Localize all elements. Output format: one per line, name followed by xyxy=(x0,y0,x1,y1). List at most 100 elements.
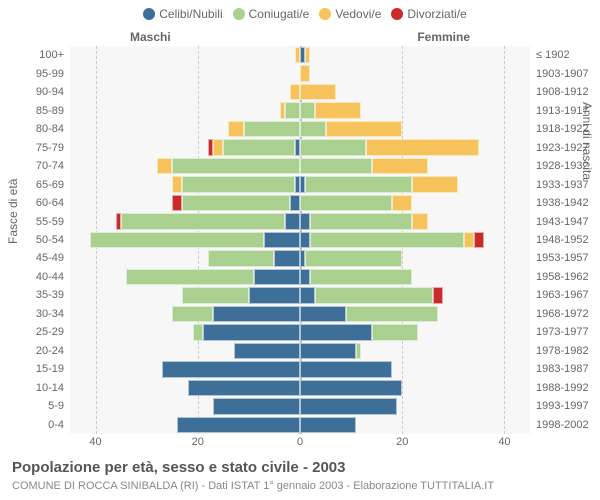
bar-segment-female xyxy=(433,287,443,303)
age-label: 45-49 xyxy=(0,252,64,264)
bar-segment-female xyxy=(300,343,356,359)
bar-segment-male xyxy=(172,195,182,211)
pyramid-row xyxy=(70,175,530,193)
pyramid-row xyxy=(70,83,530,101)
chart-subtitle: COMUNE DI ROCCA SINIBALDA (RI) - Dati IS… xyxy=(12,480,494,492)
legend: Celibi/NubiliConiugati/eVedovi/eDivorzia… xyxy=(0,6,600,21)
birth-year-label: 1953-1957 xyxy=(536,252,600,264)
bar-segment-female xyxy=(412,213,427,229)
legend-label: Celibi/Nubili xyxy=(159,7,222,21)
bar-segment-male xyxy=(234,343,300,359)
bar-segment-female xyxy=(315,102,361,118)
bar-segment-female xyxy=(474,232,484,248)
pyramid-row xyxy=(70,101,530,119)
pyramid-chart xyxy=(70,46,530,434)
bar-segment-female xyxy=(305,176,412,192)
pyramid-row xyxy=(70,286,530,304)
bar-segment-male xyxy=(228,121,243,137)
legend-label: Vedovi/e xyxy=(335,7,381,21)
pyramid-row xyxy=(70,305,530,323)
age-label: 60-64 xyxy=(0,197,64,209)
legend-swatch xyxy=(233,8,245,20)
bar-segment-female xyxy=(300,139,366,155)
bar-segment-female xyxy=(300,102,315,118)
pyramid-row xyxy=(70,249,530,267)
bar-segment-female xyxy=(305,250,402,266)
legend-swatch xyxy=(143,8,155,20)
age-label: 55-59 xyxy=(0,216,64,228)
birth-year-label: 1993-1997 xyxy=(536,400,600,412)
pyramid-row xyxy=(70,231,530,249)
bar-segment-female xyxy=(300,84,336,100)
birth-year-label: 1973-1977 xyxy=(536,326,600,338)
bar-segment-female xyxy=(356,343,361,359)
birth-year-label: 1978-1982 xyxy=(536,345,600,357)
x-tick-label: 40 xyxy=(89,436,101,448)
bar-segment-female xyxy=(366,139,478,155)
birth-year-label: 1908-1912 xyxy=(536,86,600,98)
bar-segment-female xyxy=(300,287,315,303)
birth-year-label: 1903-1907 xyxy=(536,68,600,80)
birth-year-label: 1913-1917 xyxy=(536,105,600,117)
birth-year-label: 1918-1922 xyxy=(536,123,600,135)
bar-segment-female xyxy=(300,213,310,229)
bar-segment-male xyxy=(223,139,295,155)
bar-segment-female xyxy=(326,121,403,137)
birth-year-label: 1963-1967 xyxy=(536,289,600,301)
bar-segment-male xyxy=(90,232,264,248)
legend-swatch xyxy=(319,8,331,20)
bar-segment-male xyxy=(182,176,294,192)
bar-segment-male xyxy=(290,195,300,211)
age-label: 95-99 xyxy=(0,68,64,80)
bar-segment-female xyxy=(300,269,310,285)
bar-segment-female xyxy=(300,65,310,81)
age-label: 10-14 xyxy=(0,382,64,394)
bar-segment-female xyxy=(300,380,402,396)
pyramid-row xyxy=(70,120,530,138)
pyramid-row xyxy=(70,379,530,397)
bar-segment-male xyxy=(203,324,300,340)
birth-year-label: 1938-1942 xyxy=(536,197,600,209)
pyramid-row xyxy=(70,194,530,212)
birth-year-label: 1943-1947 xyxy=(536,216,600,228)
bar-segment-female xyxy=(346,306,438,322)
age-label: 100+ xyxy=(0,49,64,61)
bar-segment-male xyxy=(162,361,300,377)
bar-segment-female xyxy=(300,398,397,414)
bar-segment-female xyxy=(300,158,372,174)
pyramid-row xyxy=(70,138,530,156)
age-label: 15-19 xyxy=(0,363,64,375)
x-tick-label: 20 xyxy=(192,436,204,448)
bar-segment-female xyxy=(412,176,458,192)
bar-segment-male xyxy=(213,398,300,414)
x-tick-label: 40 xyxy=(498,436,510,448)
pyramid-row xyxy=(70,360,530,378)
pyramid-row xyxy=(70,64,530,82)
birth-year-label: 1988-1992 xyxy=(536,382,600,394)
bar-segment-male xyxy=(249,287,300,303)
bar-segment-female xyxy=(310,213,412,229)
pyramid-row xyxy=(70,212,530,230)
chart-title: Popolazione per età, sesso e stato civil… xyxy=(12,459,345,476)
pyramid-row xyxy=(70,157,530,175)
bar-segment-female xyxy=(300,232,310,248)
age-label: 5-9 xyxy=(0,400,64,412)
bar-segment-male xyxy=(172,176,182,192)
bar-segment-male xyxy=(264,232,300,248)
birth-year-label: 1968-1972 xyxy=(536,308,600,320)
bar-segment-female xyxy=(464,232,474,248)
bar-segment-male xyxy=(157,158,172,174)
bar-segment-male xyxy=(126,269,254,285)
bar-segment-male xyxy=(172,158,300,174)
age-label: 75-79 xyxy=(0,142,64,154)
age-label: 25-29 xyxy=(0,326,64,338)
age-label: 20-24 xyxy=(0,345,64,357)
bar-segment-male xyxy=(172,306,213,322)
female-header: Femmine xyxy=(417,30,470,44)
age-label: 80-84 xyxy=(0,123,64,135)
bar-segment-female xyxy=(300,195,392,211)
bar-segment-female xyxy=(300,121,326,137)
age-label: 40-44 xyxy=(0,271,64,283)
bar-segment-male xyxy=(285,102,300,118)
bar-segment-male xyxy=(188,380,300,396)
